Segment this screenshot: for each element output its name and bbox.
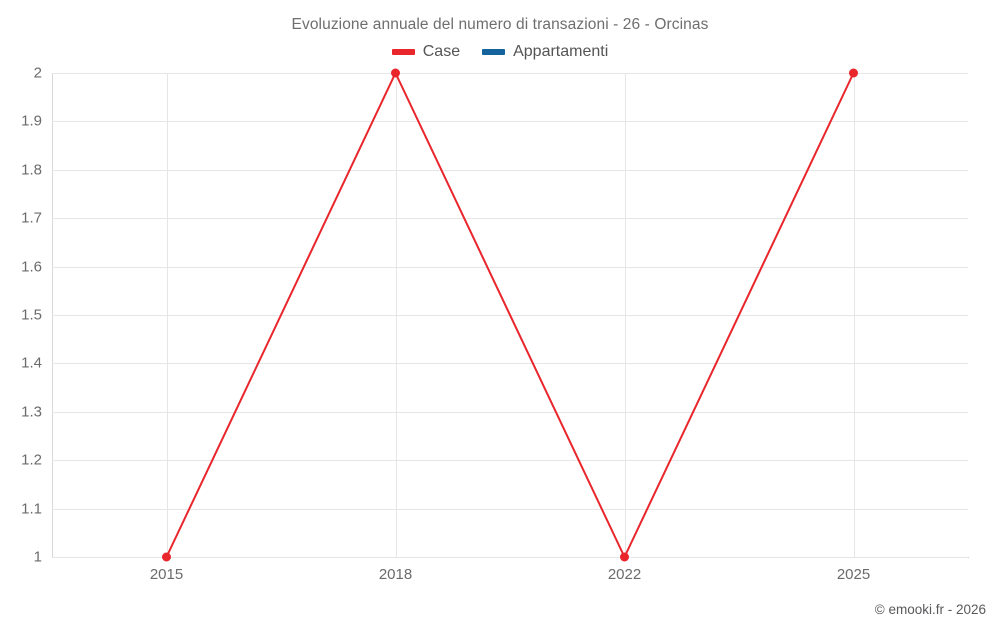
y-axis-tick-label: 1.1 [21, 500, 42, 518]
gridline-horizontal [52, 460, 968, 462]
legend-swatch-icon [482, 49, 506, 55]
gridline-horizontal [52, 266, 968, 268]
gridline-horizontal [52, 218, 968, 220]
series-line-case [165, 72, 855, 558]
gridline-vertical [395, 73, 397, 557]
legend-item-appartamenti[interactable]: Appartamenti [482, 44, 608, 60]
gridline-horizontal [52, 557, 968, 558]
y-axis-tick-label: 1.9 [21, 112, 42, 130]
y-axis-tick-label: 1.8 [21, 161, 42, 179]
y-axis-tick-label: 1.7 [21, 209, 42, 227]
y-axis-tick-label: 1 [33, 548, 42, 566]
chart-legend: Case Appartamenti [0, 44, 1000, 60]
footer-credit: © emooki.fr - 2026 [874, 602, 986, 617]
gridline-vertical [853, 73, 855, 557]
x-axis-tick-label: 2022 [607, 566, 642, 583]
y-axis-tick-label: 2 [33, 64, 42, 82]
data-point-marker[interactable] [849, 68, 858, 78]
gridline-vertical [166, 73, 168, 557]
gridline-vertical [624, 73, 626, 557]
y-axis-tick-label: 1.6 [21, 258, 42, 276]
data-point-marker[interactable] [162, 552, 171, 562]
y-axis-tick-label: 1.5 [21, 306, 42, 324]
plot-area [52, 73, 968, 558]
legend-swatch-icon [391, 49, 415, 55]
gridline-horizontal [52, 363, 968, 365]
x-axis-tick-label: 2025 [836, 566, 871, 583]
y-axis-tick-label: 1.4 [21, 354, 42, 372]
gridline-horizontal [52, 508, 968, 510]
y-axis-tick-label: 1.3 [21, 403, 42, 421]
gridline-horizontal [52, 73, 968, 74]
legend-label: Appartamenti [513, 43, 609, 60]
x-axis-tick-label: 2015 [149, 566, 184, 583]
gridline-horizontal [52, 411, 968, 413]
legend-label: Case [422, 43, 461, 60]
gridline-horizontal [52, 169, 968, 171]
x-axis-tick-label: 2018 [378, 566, 413, 583]
y-axis-tick-label: 1.2 [21, 451, 42, 469]
gridline-horizontal [52, 121, 968, 123]
data-point-marker[interactable] [391, 68, 400, 78]
data-point-marker[interactable] [620, 552, 629, 562]
legend-item-case[interactable]: Case [391, 43, 461, 60]
chart-title: Evoluzione annuale del numero di transaz… [291, 16, 709, 33]
